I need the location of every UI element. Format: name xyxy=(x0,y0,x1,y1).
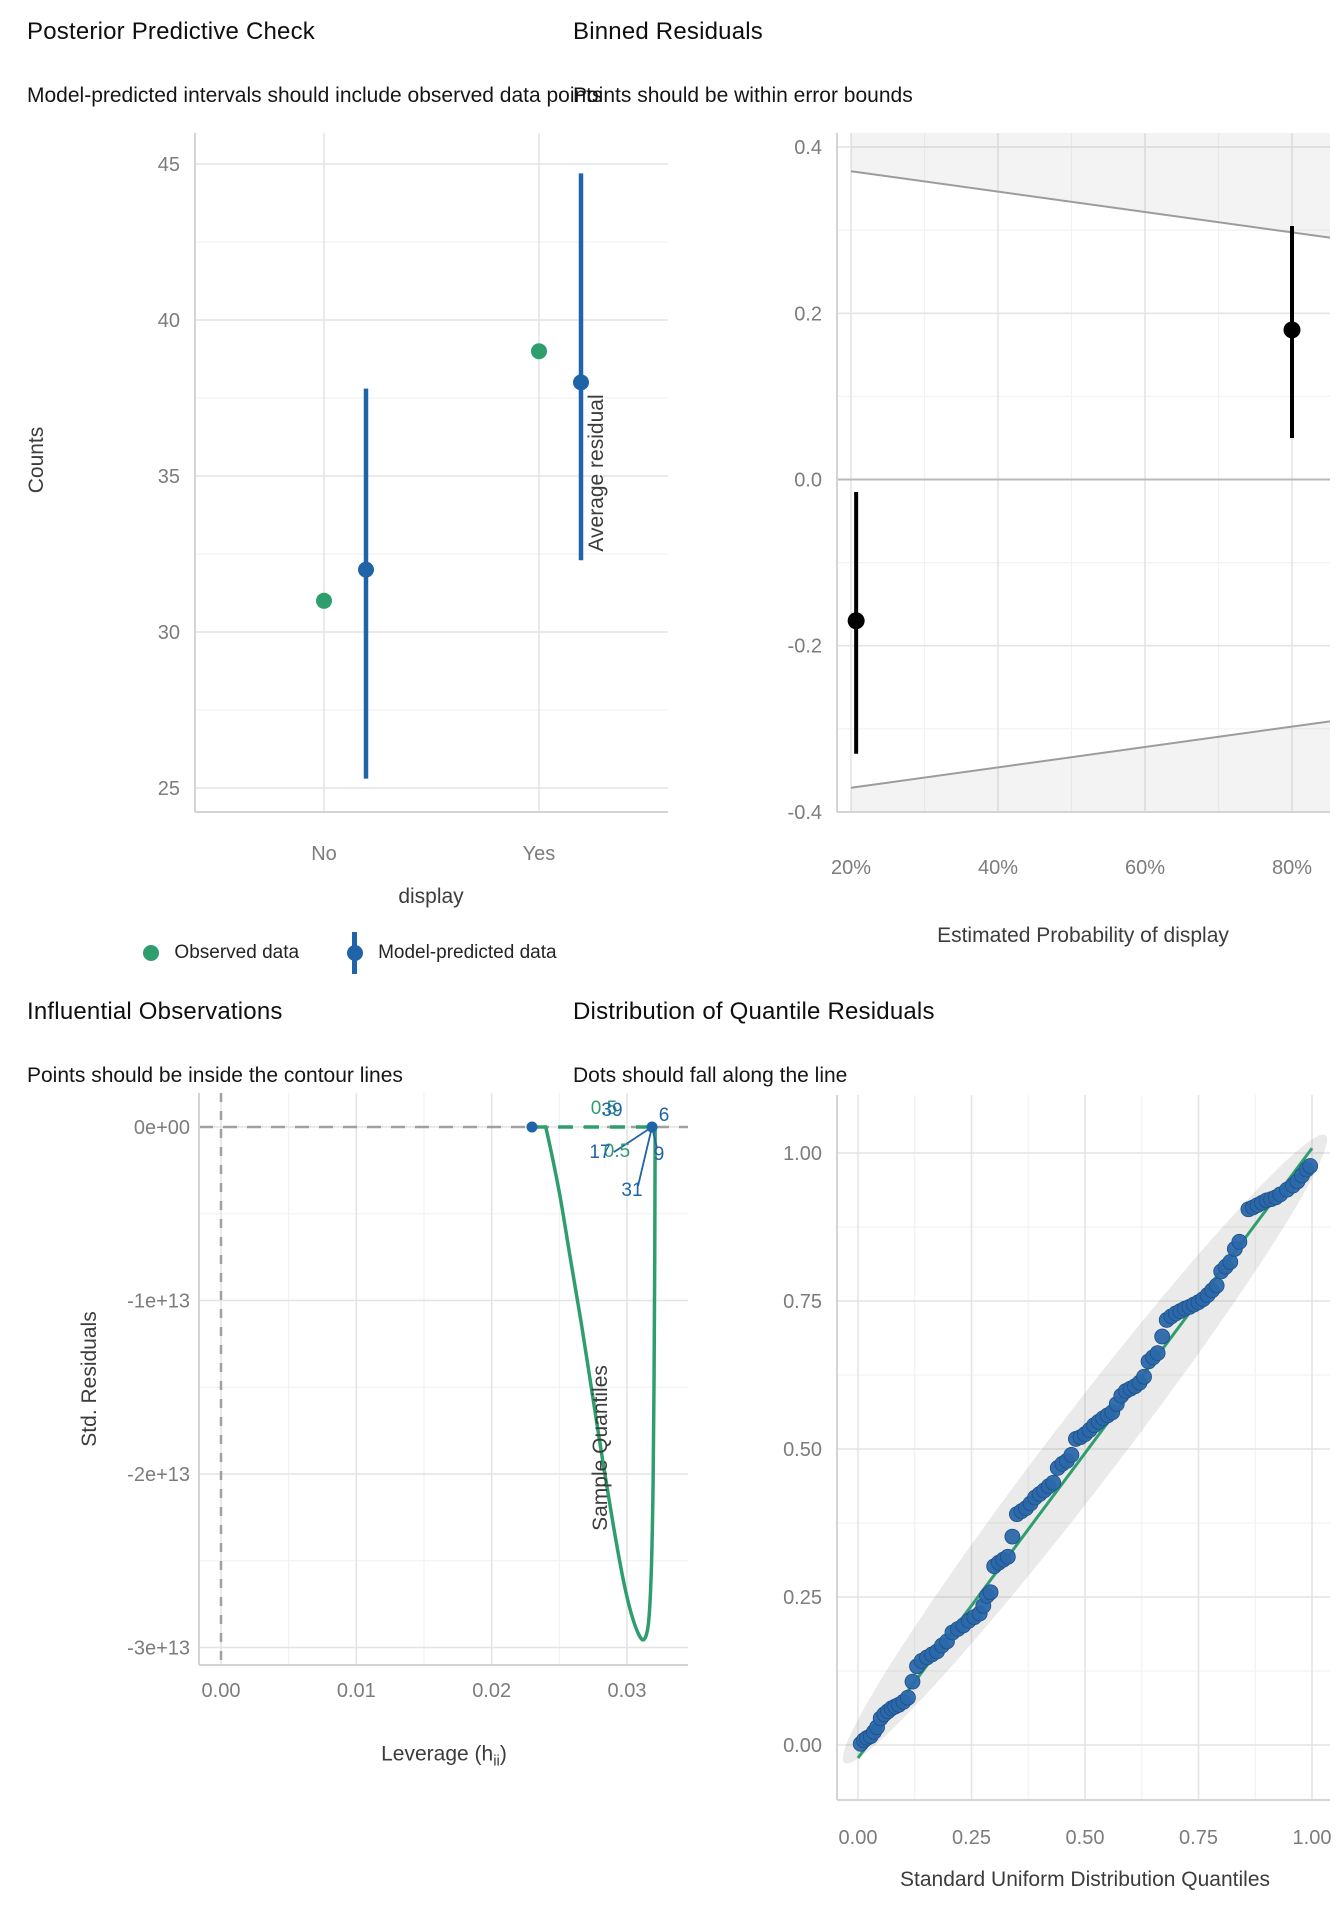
model-predicted-swatch xyxy=(345,932,363,974)
legend-item-observed: Observed data xyxy=(143,942,299,964)
ppc-title: Posterior Predictive Check xyxy=(27,18,315,45)
svg-text:0.5: 0.5 xyxy=(591,1098,617,1119)
ppc-legend: Observed data Model-predicted data xyxy=(0,932,700,974)
svg-text:0.03: 0.03 xyxy=(608,1680,647,1702)
svg-text:0.75: 0.75 xyxy=(1179,1827,1218,1849)
svg-text:0.75: 0.75 xyxy=(783,1291,822,1313)
svg-text:40%: 40% xyxy=(978,857,1018,879)
svg-text:9: 9 xyxy=(654,1144,665,1165)
ppc-x-axis-title: display xyxy=(398,885,464,908)
svg-text:-1e+13: -1e+13 xyxy=(127,1291,190,1313)
observed-data-swatch xyxy=(143,945,160,961)
svg-text:80%: 80% xyxy=(1272,857,1312,879)
ppc-y-axis-title: Counts xyxy=(25,426,48,494)
qq-x-axis-title: Standard Uniform Distribution Quantiles xyxy=(899,1868,1271,1891)
svg-text:0.50: 0.50 xyxy=(1066,1827,1105,1849)
influential-subtitle: Points should be inside the contour line… xyxy=(27,1064,403,1087)
influential-y-axis-title: Std. Residuals xyxy=(78,1311,101,1447)
svg-text:1.00: 1.00 xyxy=(1293,1827,1332,1849)
binned-x-axis-title: Estimated Probability of display xyxy=(937,924,1229,947)
svg-text:17: 17 xyxy=(589,1142,610,1163)
svg-text:0.25: 0.25 xyxy=(952,1827,991,1849)
svg-text:25: 25 xyxy=(158,778,180,800)
svg-text:20%: 20% xyxy=(831,857,871,879)
svg-text:0.00: 0.00 xyxy=(783,1735,822,1757)
qq-title: Distribution of Quantile Residuals xyxy=(573,998,935,1025)
svg-text:30: 30 xyxy=(158,622,180,644)
svg-text:No: No xyxy=(311,843,337,865)
leverage-title-pre: Leverage (h xyxy=(381,1742,494,1766)
svg-text:0.00: 0.00 xyxy=(839,1827,878,1849)
svg-text:35: 35 xyxy=(158,466,180,488)
svg-text:-3e+13: -3e+13 xyxy=(127,1638,190,1660)
svg-text:39: 39 xyxy=(601,1100,622,1121)
binned-y-axis-title: Average residual xyxy=(585,394,608,552)
svg-text:45: 45 xyxy=(158,154,180,176)
influential-title: Influential Observations xyxy=(27,998,283,1025)
svg-text:1.00: 1.00 xyxy=(783,1143,822,1165)
observed-data-label: Observed data xyxy=(174,942,300,963)
ppc-subtitle: Model-predicted intervals should include… xyxy=(27,84,603,107)
binned-title: Binned Residuals xyxy=(573,18,763,45)
model-predicted-dot-glyph xyxy=(346,945,363,961)
svg-text:31: 31 xyxy=(621,1180,642,1201)
model-predicted-label: Model-predicted data xyxy=(378,942,557,963)
qq-y-axis-title: Sample Quantiles xyxy=(589,1365,612,1531)
svg-text:40: 40 xyxy=(158,310,180,332)
svg-text:6: 6 xyxy=(659,1105,670,1126)
svg-text:-0.2: -0.2 xyxy=(788,636,822,658)
qq-subtitle: Dots should fall along the line xyxy=(573,1064,848,1087)
svg-text:0.0: 0.0 xyxy=(794,470,822,492)
svg-text:0.50: 0.50 xyxy=(783,1439,822,1461)
influential-x-axis-title: Leverage (hii) xyxy=(381,1742,507,1769)
svg-text:0.00: 0.00 xyxy=(202,1680,241,1702)
leverage-title-post: ) xyxy=(499,1742,507,1766)
svg-text:0.5: 0.5 xyxy=(604,1141,630,1162)
svg-text:0.2: 0.2 xyxy=(794,303,822,325)
svg-text:-0.4: -0.4 xyxy=(788,802,822,824)
legend-item-predicted: Model-predicted data xyxy=(345,932,557,974)
svg-text:-2e+13: -2e+13 xyxy=(127,1464,190,1486)
svg-text:0.02: 0.02 xyxy=(472,1680,511,1702)
svg-text:0.01: 0.01 xyxy=(337,1680,376,1702)
svg-text:0e+00: 0e+00 xyxy=(134,1117,190,1139)
svg-text:0.4: 0.4 xyxy=(794,137,822,159)
svg-text:0.25: 0.25 xyxy=(783,1587,822,1609)
svg-text:Yes: Yes xyxy=(523,843,556,865)
leverage-title-sub: ii xyxy=(493,1752,500,1770)
binned-subtitle: Points should be within error bounds xyxy=(573,84,913,107)
svg-text:60%: 60% xyxy=(1125,857,1165,879)
